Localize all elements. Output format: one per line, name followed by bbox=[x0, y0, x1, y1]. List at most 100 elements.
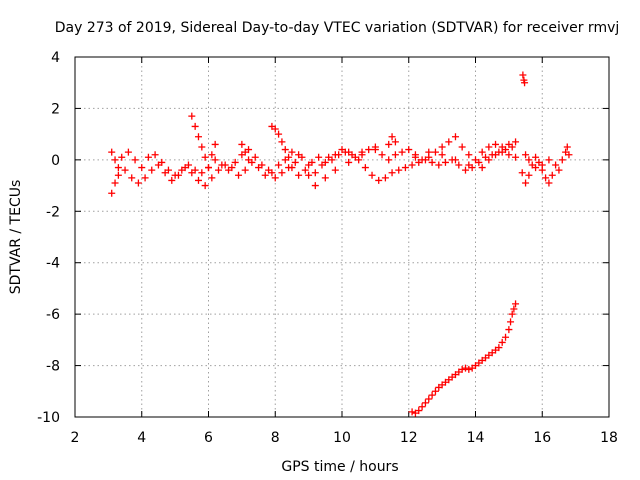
data-point bbox=[458, 365, 466, 373]
data-point bbox=[194, 176, 202, 184]
data-point bbox=[545, 179, 553, 187]
series-group bbox=[518, 143, 573, 187]
data-point bbox=[538, 161, 546, 169]
x-tick-label: 2 bbox=[71, 430, 80, 446]
data-point bbox=[498, 148, 506, 156]
data-point bbox=[428, 391, 436, 399]
data-point bbox=[498, 338, 506, 346]
data-point bbox=[492, 151, 500, 159]
data-point bbox=[408, 161, 416, 169]
data-point bbox=[315, 153, 323, 161]
data-point bbox=[361, 164, 369, 172]
data-point bbox=[178, 166, 186, 174]
y-tick-label: 0 bbox=[51, 153, 60, 169]
data-point bbox=[318, 161, 326, 169]
data-point bbox=[218, 161, 226, 169]
data-point bbox=[241, 166, 249, 174]
data-point bbox=[435, 161, 443, 169]
data-point bbox=[278, 169, 286, 177]
data-point bbox=[555, 166, 563, 174]
data-point bbox=[194, 133, 202, 141]
data-point bbox=[245, 156, 253, 164]
data-point bbox=[472, 156, 479, 164]
data-point bbox=[368, 171, 376, 179]
data-point bbox=[431, 148, 439, 156]
data-point bbox=[431, 387, 439, 395]
data-point bbox=[519, 71, 527, 79]
data-point bbox=[478, 148, 486, 156]
data-point bbox=[507, 318, 515, 326]
x-tick-label: 14 bbox=[467, 430, 485, 446]
data-point bbox=[265, 166, 273, 174]
data-point bbox=[114, 171, 122, 179]
data-point bbox=[458, 143, 466, 151]
x-tick-label: 12 bbox=[400, 430, 418, 446]
data-point bbox=[451, 156, 459, 164]
y-tick-label: -10 bbox=[37, 410, 60, 426]
data-point bbox=[338, 146, 346, 154]
data-point bbox=[278, 138, 286, 146]
data-point bbox=[441, 158, 449, 166]
data-point bbox=[388, 133, 396, 141]
data-point bbox=[311, 182, 319, 190]
data-point bbox=[124, 148, 132, 156]
data-point bbox=[522, 151, 530, 159]
data-point bbox=[415, 407, 423, 415]
data-point bbox=[191, 122, 199, 130]
data-point bbox=[401, 164, 409, 172]
data-point bbox=[171, 171, 179, 179]
data-point bbox=[188, 112, 196, 120]
data-point bbox=[108, 148, 116, 156]
data-point bbox=[345, 158, 353, 166]
data-point bbox=[198, 143, 206, 151]
data-point bbox=[455, 161, 463, 169]
data-point bbox=[425, 395, 433, 403]
data-point bbox=[291, 158, 299, 166]
data-point bbox=[281, 146, 289, 154]
x-tick-label: 16 bbox=[533, 430, 551, 446]
series-group bbox=[519, 71, 529, 87]
data-point bbox=[505, 140, 513, 148]
data-point bbox=[138, 164, 146, 172]
grid bbox=[75, 57, 609, 417]
data-point bbox=[164, 166, 172, 174]
data-point bbox=[492, 140, 500, 148]
data-point bbox=[311, 169, 319, 177]
data-point bbox=[275, 130, 283, 138]
data-point bbox=[465, 151, 473, 159]
data-point bbox=[208, 174, 216, 182]
data-point bbox=[295, 151, 303, 159]
data-point bbox=[525, 171, 533, 179]
data-point bbox=[438, 143, 446, 151]
x-tick-label: 4 bbox=[137, 430, 146, 446]
data-point bbox=[331, 166, 339, 174]
y-tick-label: -8 bbox=[46, 359, 60, 375]
x-tick-label: 18 bbox=[600, 430, 618, 446]
data-point bbox=[114, 164, 122, 172]
data-point bbox=[510, 305, 518, 313]
data-point bbox=[545, 156, 553, 164]
x-tick-labels: 2 4 6 8 10 12 14 16 18 bbox=[71, 430, 618, 446]
data-point bbox=[405, 146, 413, 154]
data-point bbox=[563, 143, 571, 151]
data-point bbox=[111, 156, 119, 164]
data-point bbox=[325, 153, 333, 161]
data-point bbox=[378, 151, 386, 159]
data-point bbox=[215, 166, 223, 174]
y-tick-labels: -10 -8 -6 -4 -2 0 2 4 bbox=[37, 50, 60, 426]
data-point bbox=[518, 169, 526, 177]
data-point bbox=[445, 138, 453, 146]
y-tick-label: 4 bbox=[51, 50, 60, 66]
data-point bbox=[485, 156, 493, 164]
y-tick-label: -2 bbox=[46, 204, 60, 220]
data-point bbox=[495, 344, 503, 352]
data-point bbox=[385, 140, 393, 148]
data-point bbox=[512, 300, 520, 308]
y-tick-label: -4 bbox=[46, 256, 60, 272]
data-point bbox=[261, 171, 269, 179]
data-point bbox=[121, 166, 129, 174]
data-point bbox=[391, 151, 399, 159]
data-point bbox=[425, 148, 433, 156]
data-point bbox=[258, 161, 266, 169]
